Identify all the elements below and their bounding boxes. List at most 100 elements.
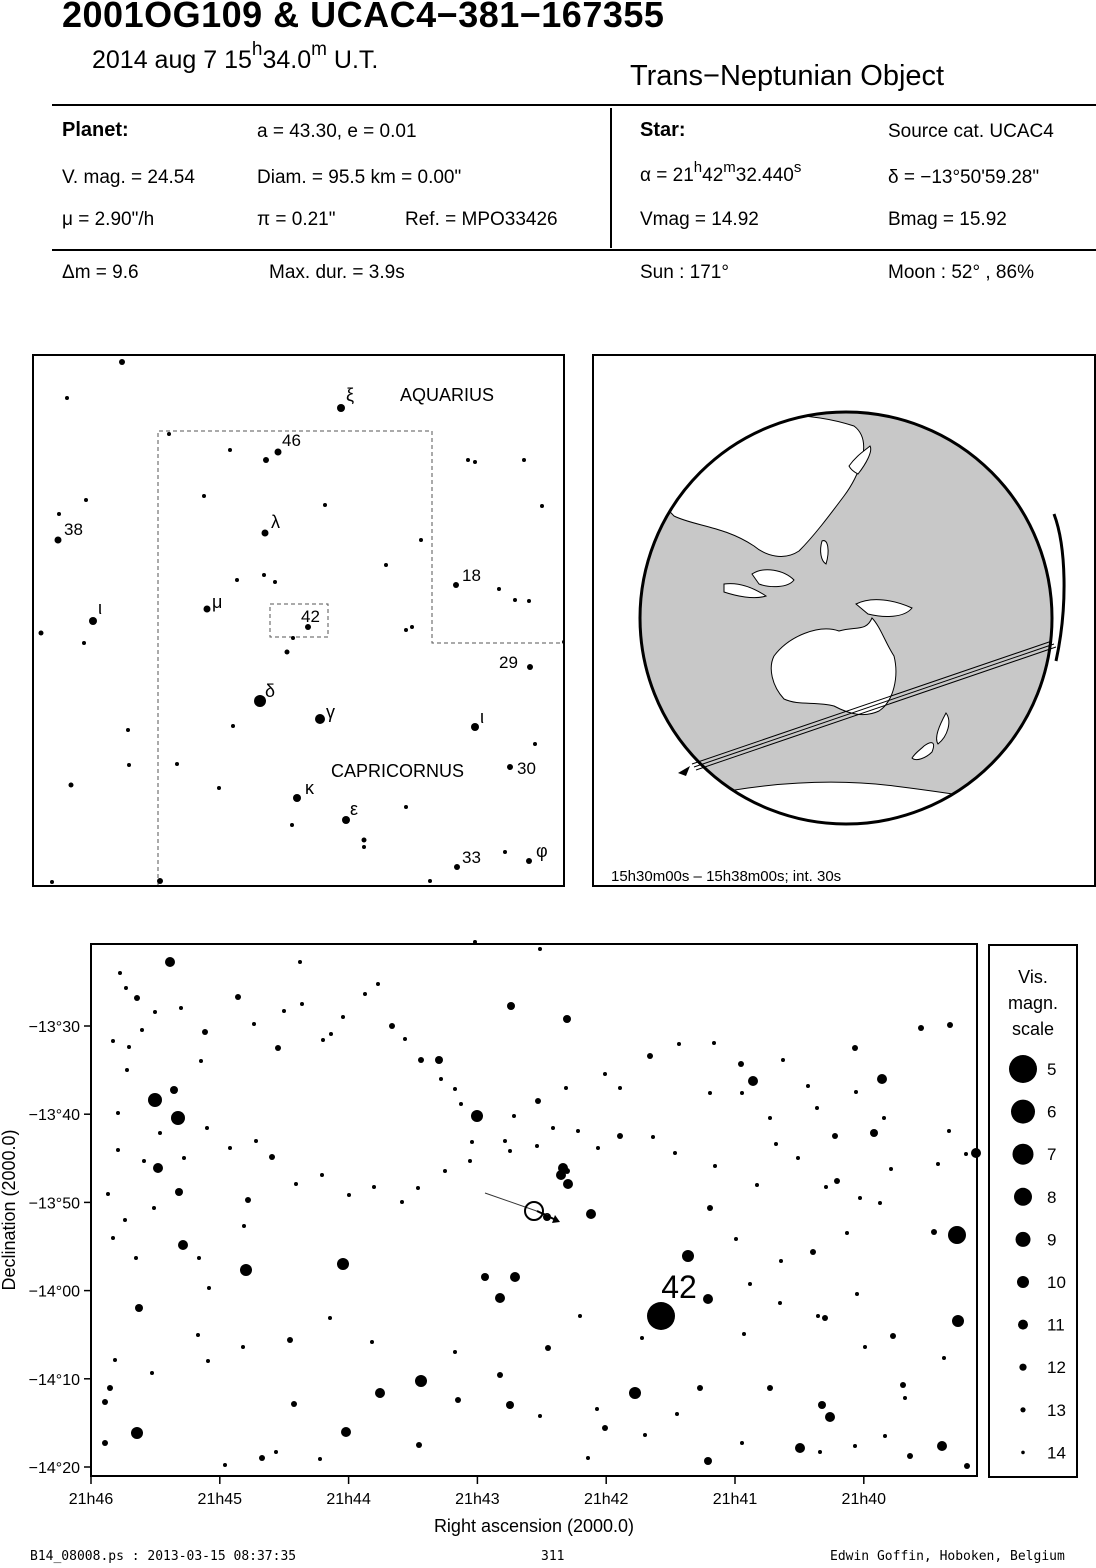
detail-star xyxy=(947,1022,953,1028)
y-tick-label: −14°00 xyxy=(29,1284,80,1301)
detail-star xyxy=(150,1371,154,1375)
detail-star xyxy=(240,1264,252,1276)
shadow-path xyxy=(691,640,1057,771)
finder-star xyxy=(466,458,470,462)
star-label-epsilon: ε xyxy=(350,799,358,819)
detail-star xyxy=(347,1193,351,1197)
detail-star xyxy=(538,947,542,951)
event-date: 2014 aug 7 15h34.0m U.T. xyxy=(92,39,379,74)
detail-star xyxy=(742,1332,746,1336)
magnitude-scale: Vis. magn. scale 5 6 7 8 9 10 11 12 13 14 xyxy=(988,944,1078,1478)
detail-chart: 42 21h46 21h45 21h44 21h43 21h42 21h41 21h40 −… xyxy=(0,940,981,1536)
detail-star xyxy=(704,1457,712,1465)
y-tick-label: −14°10 xyxy=(29,1372,80,1389)
detail-star xyxy=(453,1087,457,1091)
star-ra: α = 21h42m32.440s xyxy=(640,159,802,186)
detail-star xyxy=(113,1358,117,1362)
detail-star xyxy=(341,1015,345,1019)
finder-star xyxy=(175,762,179,766)
detail-star xyxy=(734,1237,738,1241)
finder-star xyxy=(497,587,501,591)
target-field-box xyxy=(269,603,329,638)
finder-star xyxy=(254,695,266,707)
detail-star xyxy=(578,1314,582,1318)
detail-star xyxy=(748,1076,758,1086)
footer-file: B14_08008.ps : 2013-03-15 08:37:35 xyxy=(30,1549,297,1564)
x-tick-label: 21h41 xyxy=(713,1491,758,1508)
star-dec: δ = −13°50'59.28" xyxy=(888,167,1040,188)
scale-label: 12 xyxy=(1047,1358,1066,1377)
finder-star xyxy=(384,563,388,567)
planet-motion: μ = 2.90"/h xyxy=(62,209,155,230)
detail-star xyxy=(254,1139,258,1143)
globe-time-range: 15h30m00s – 15h38m00s; int. 30s xyxy=(611,868,841,885)
star-label-46: 46 xyxy=(282,431,301,450)
detail-star xyxy=(459,1102,463,1106)
header-divider-bottom xyxy=(52,249,1096,251)
scale-label: 7 xyxy=(1047,1145,1056,1164)
detail-star xyxy=(774,1142,778,1146)
scale-label: 14 xyxy=(1047,1443,1066,1462)
finder-star xyxy=(526,858,532,864)
finder-stars xyxy=(38,359,563,884)
detail-star xyxy=(508,1149,512,1153)
detail-star xyxy=(675,1412,679,1416)
detail-star xyxy=(890,1333,896,1339)
detail-star xyxy=(252,1022,256,1026)
x-tick-label: 21h40 xyxy=(842,1491,887,1508)
detail-star xyxy=(202,1029,208,1035)
detail-star xyxy=(400,1200,404,1204)
detail-star xyxy=(341,1427,351,1437)
finder-star xyxy=(522,458,526,462)
detail-star xyxy=(713,1164,717,1168)
finder-star xyxy=(262,573,266,577)
detail-star xyxy=(618,1086,622,1090)
detail-star xyxy=(171,1111,185,1125)
finder-star xyxy=(562,640,563,644)
detail-star xyxy=(740,1441,744,1445)
detail-star xyxy=(538,1414,542,1418)
scale-label: 9 xyxy=(1047,1230,1056,1249)
y-axis-label: Declination (2000.0) xyxy=(0,1129,19,1290)
detail-star xyxy=(182,1156,186,1160)
finder-chart-svg: AQUARIUS CAPRICORNUS ξ 46 38 λ 18 ι μ 42… xyxy=(38,359,563,885)
terminator-shade xyxy=(1052,513,1066,662)
star-label: Star: xyxy=(640,119,686,141)
constellation-boundary xyxy=(157,430,563,885)
detail-star xyxy=(834,1178,840,1184)
finder-star xyxy=(419,538,423,542)
finder-star xyxy=(65,396,69,400)
x-tick-label: 21h43 xyxy=(455,1491,500,1508)
detail-star xyxy=(116,1148,120,1152)
scale-label: 13 xyxy=(1047,1401,1066,1420)
detail-star xyxy=(116,1111,120,1115)
finder-star xyxy=(119,359,125,365)
finder-star xyxy=(54,536,62,544)
detail-star xyxy=(768,1116,772,1120)
detail-star xyxy=(142,1159,146,1163)
detail-star xyxy=(363,992,367,996)
planet-vmag: V. mag. = 24.54 xyxy=(62,167,195,188)
finder-star xyxy=(273,580,277,584)
detail-star xyxy=(564,1086,568,1090)
detail-star xyxy=(123,1218,127,1222)
detail-star xyxy=(629,1387,641,1399)
detail-star xyxy=(755,1183,759,1187)
scale-dot-5 xyxy=(1009,1055,1037,1083)
detail-star xyxy=(135,1304,143,1312)
detail-star xyxy=(443,1169,447,1173)
detail-star xyxy=(596,1146,600,1150)
detail-star xyxy=(748,1282,752,1286)
header-divider-top xyxy=(52,104,1096,106)
detail-star xyxy=(586,1209,596,1219)
finder-star xyxy=(127,763,131,767)
detail-star xyxy=(506,1401,514,1409)
detail-star xyxy=(818,1450,822,1454)
detail-star xyxy=(131,1427,143,1439)
y-tick-label: −13°50 xyxy=(29,1195,80,1212)
detail-star xyxy=(845,1231,849,1235)
scale-label: 5 xyxy=(1047,1060,1056,1079)
detail-star xyxy=(134,995,140,1001)
detail-star xyxy=(936,1162,940,1166)
finder-star xyxy=(126,728,130,732)
